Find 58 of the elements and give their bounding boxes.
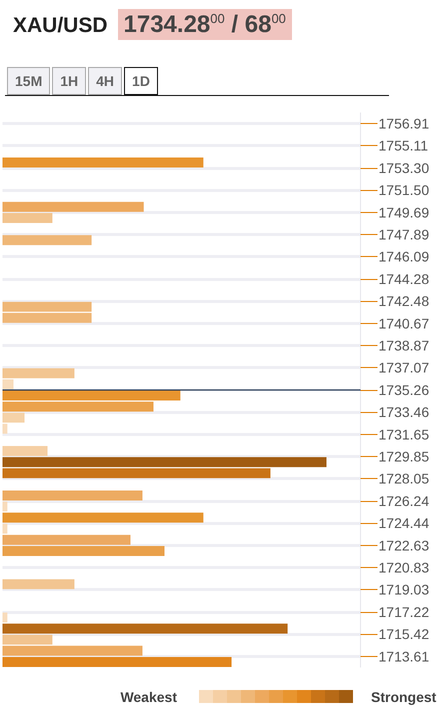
bar <box>2 212 52 223</box>
bar <box>2 656 232 667</box>
bar <box>2 646 142 656</box>
y-tick-label: 1726.24 <box>378 493 430 509</box>
bar <box>2 412 25 423</box>
y-tick-label: 1713.61 <box>378 648 430 664</box>
y-tick-label: 1742.48 <box>378 293 430 310</box>
chart-title: XAU/USD <box>13 14 108 37</box>
y-tick-label: 1747.89 <box>378 226 430 243</box>
bar <box>2 424 8 434</box>
y-tick-label: 1719.03 <box>378 582 430 598</box>
y-tick-label: 1746.09 <box>378 248 430 265</box>
y-tick-label: 1731.65 <box>378 426 430 442</box>
text: Weakest <box>119 688 177 705</box>
y-tick-label: 1751.50 <box>378 182 430 198</box>
y-tick-label: 1715.42 <box>378 626 430 642</box>
y-tick-label: 1722.63 <box>378 537 430 554</box>
text: 1D <box>124 67 158 95</box>
chart-subtitle: 1734.28$^{00}$ / 68$^{00}$ <box>118 9 292 40</box>
y-tick-label: 1755.11 <box>378 138 428 154</box>
bar <box>2 612 8 623</box>
bar <box>2 634 52 645</box>
bar <box>2 468 270 478</box>
y-tick-label: 1717.22 <box>378 604 430 620</box>
y-tick-label: 1749.69 <box>378 204 430 220</box>
bar <box>2 502 8 512</box>
text: 4H <box>88 67 122 95</box>
bar <box>2 524 8 534</box>
bar <box>2 390 180 401</box>
bar <box>2 368 74 378</box>
bar <box>2 202 144 212</box>
bar <box>2 235 92 246</box>
ref-line-label: 1735.26 <box>378 382 430 398</box>
y-tick-label: 1753.30 <box>378 160 430 176</box>
y-tick-label: 1724.44 <box>378 515 430 532</box>
text: 15M <box>7 67 50 95</box>
y-tick-label: 1740.67 <box>378 315 430 332</box>
y-tick-label: 1728.05 <box>378 470 430 487</box>
y-tick-label: 1737.07 <box>378 360 430 376</box>
y-tick-label: 1738.87 <box>378 338 430 354</box>
bar <box>2 157 204 168</box>
bar <box>2 446 48 456</box>
text: 1H <box>52 67 86 95</box>
y-tick-label: 1733.46 <box>378 404 430 420</box>
bar <box>2 457 326 468</box>
bar <box>2 534 130 545</box>
text: Strongest <box>371 688 436 705</box>
y-tick-label: 1744.28 <box>378 271 430 287</box>
bar <box>2 490 142 500</box>
y-tick-label: 1729.85 <box>378 448 430 465</box>
bar <box>2 579 74 590</box>
bar <box>2 512 204 523</box>
y-tick-label: 1720.83 <box>378 560 430 576</box>
bar <box>2 546 164 556</box>
y-tick-label: 1756.91 <box>378 116 430 132</box>
bar <box>2 402 154 412</box>
bar <box>2 379 14 390</box>
bar <box>2 624 288 634</box>
